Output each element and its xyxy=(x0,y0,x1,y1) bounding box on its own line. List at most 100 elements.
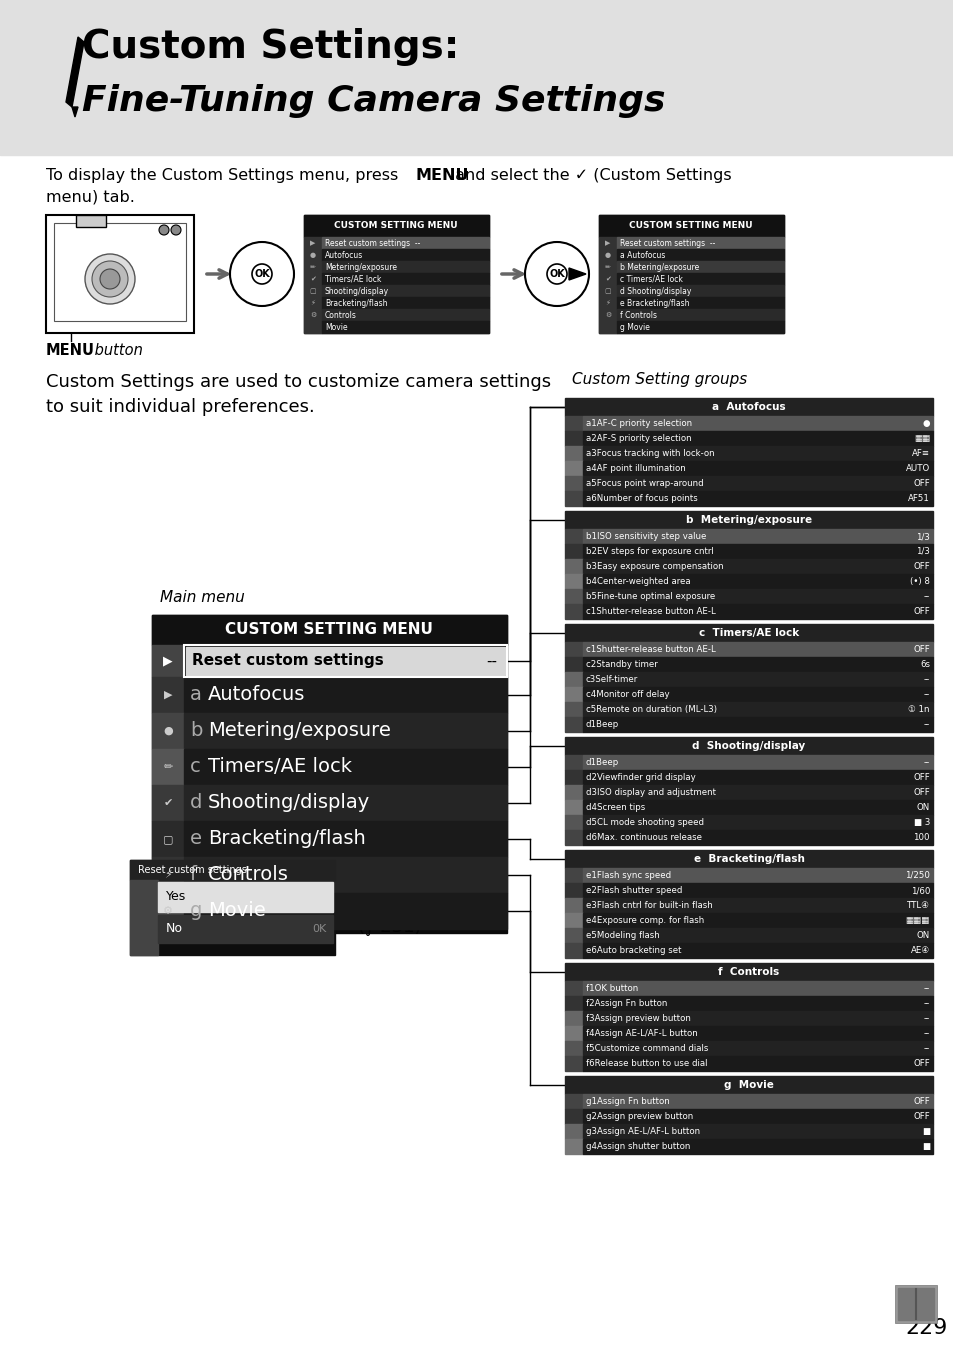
Text: ✏: ✏ xyxy=(310,264,315,270)
Text: e3Flash cntrl for built-in flash: e3Flash cntrl for built-in flash xyxy=(585,900,712,910)
Text: OFF: OFF xyxy=(912,1096,929,1106)
Bar xyxy=(564,737,932,754)
Bar xyxy=(184,786,506,821)
Text: ✔: ✔ xyxy=(163,798,172,808)
Bar xyxy=(582,642,932,657)
Text: MENU: MENU xyxy=(416,168,469,183)
Text: and select the ✓ (Custom Settings: and select the ✓ (Custom Settings xyxy=(450,168,731,183)
Text: OK: OK xyxy=(253,269,270,279)
Bar xyxy=(184,749,506,786)
Bar xyxy=(564,754,582,771)
Bar xyxy=(152,749,184,786)
Bar xyxy=(598,215,783,333)
Bar xyxy=(564,589,582,604)
Text: g1Assign Fn button: g1Assign Fn button xyxy=(585,1096,669,1106)
Bar xyxy=(322,249,489,261)
Bar xyxy=(564,672,582,687)
Text: f  Controls: f Controls xyxy=(718,967,779,977)
Text: OFF: OFF xyxy=(912,562,929,571)
Text: Reset custom settings: Reset custom settings xyxy=(138,865,247,875)
Bar xyxy=(582,942,932,959)
Text: Reset custom settings: Reset custom settings xyxy=(192,653,383,668)
Bar xyxy=(582,898,932,913)
Text: ON: ON xyxy=(916,803,929,813)
Text: e6Auto bracketing set: e6Auto bracketing set xyxy=(585,946,680,955)
Bar xyxy=(564,1076,932,1094)
Bar xyxy=(582,476,932,491)
Bar xyxy=(158,915,333,942)
Text: ⚡: ⚡ xyxy=(605,300,610,306)
Text: --: -- xyxy=(923,1029,929,1038)
Bar xyxy=(184,821,506,857)
Text: a3Focus tracking with lock-on: a3Focus tracking with lock-on xyxy=(585,449,714,458)
Text: Autofocus: Autofocus xyxy=(208,685,305,704)
Bar xyxy=(564,529,582,544)
Text: ■ 3: ■ 3 xyxy=(913,818,929,827)
Text: Metering/exposure: Metering/exposure xyxy=(208,722,391,741)
Bar xyxy=(582,771,932,786)
Bar xyxy=(582,868,932,883)
Text: a  Autofocus: a Autofocus xyxy=(712,402,785,412)
Bar xyxy=(617,310,783,320)
Text: b1ISO sensitivity step value: b1ISO sensitivity step value xyxy=(585,531,705,541)
Text: CUSTOM SETTING MENU: CUSTOM SETTING MENU xyxy=(225,622,433,638)
Text: --: -- xyxy=(923,721,929,729)
Bar xyxy=(158,882,333,913)
Text: (•) 8: (•) 8 xyxy=(909,577,929,585)
Bar xyxy=(894,1284,936,1324)
Bar xyxy=(184,677,506,713)
Text: OK: OK xyxy=(549,269,564,279)
Bar xyxy=(582,717,932,731)
Bar xyxy=(582,575,932,589)
Bar xyxy=(582,1124,932,1138)
Text: ▶: ▶ xyxy=(310,241,315,246)
Bar xyxy=(564,717,582,731)
Bar xyxy=(564,771,582,786)
Circle shape xyxy=(100,269,120,289)
Text: d2Viewfinder grid display: d2Viewfinder grid display xyxy=(585,773,695,781)
Bar xyxy=(582,786,932,800)
Text: c5Remote on duration (ML-L3): c5Remote on duration (ML-L3) xyxy=(585,704,717,714)
Circle shape xyxy=(230,242,294,306)
Bar xyxy=(322,261,489,273)
Text: e1Flash sync speed: e1Flash sync speed xyxy=(585,871,670,880)
Bar xyxy=(152,677,184,713)
Bar xyxy=(564,868,582,883)
Bar xyxy=(582,982,932,996)
Bar xyxy=(152,786,184,821)
Bar xyxy=(564,446,582,461)
Text: Bracketing/flash: Bracketing/flash xyxy=(208,830,365,849)
Text: ✏: ✏ xyxy=(604,264,610,270)
Bar xyxy=(564,963,932,982)
Bar xyxy=(582,927,932,942)
Bar xyxy=(582,687,932,702)
Text: TTL④: TTL④ xyxy=(906,900,929,910)
Text: No: No xyxy=(166,922,183,936)
Bar xyxy=(582,1109,932,1124)
Text: ▦▦▦: ▦▦▦ xyxy=(904,917,929,925)
Text: Timers/AE lock: Timers/AE lock xyxy=(208,757,352,776)
Text: to suit individual preferences.: to suit individual preferences. xyxy=(46,397,314,416)
Text: ⚙: ⚙ xyxy=(310,312,315,318)
Text: ▶: ▶ xyxy=(164,690,172,700)
Text: a: a xyxy=(190,685,202,704)
Text: Shooting/display: Shooting/display xyxy=(325,287,389,296)
Text: --: -- xyxy=(923,999,929,1009)
Text: ✔: ✔ xyxy=(310,276,315,283)
Bar xyxy=(304,237,322,333)
Text: e5Modeling flash: e5Modeling flash xyxy=(585,932,659,940)
Text: ⚡: ⚡ xyxy=(311,300,315,306)
Polygon shape xyxy=(568,268,585,280)
Bar xyxy=(617,273,783,285)
Text: ✏: ✏ xyxy=(163,763,172,772)
Bar xyxy=(152,821,184,857)
Bar xyxy=(564,982,582,996)
Text: 6s: 6s xyxy=(919,660,929,669)
Text: b  Metering/exposure: b Metering/exposure xyxy=(685,515,811,525)
Text: d: d xyxy=(190,794,202,813)
Text: Reset custom: Reset custom xyxy=(357,869,480,888)
Text: c: c xyxy=(190,757,200,776)
Bar xyxy=(617,237,783,249)
Text: g  Movie: g Movie xyxy=(723,1080,773,1090)
Bar xyxy=(184,857,506,894)
